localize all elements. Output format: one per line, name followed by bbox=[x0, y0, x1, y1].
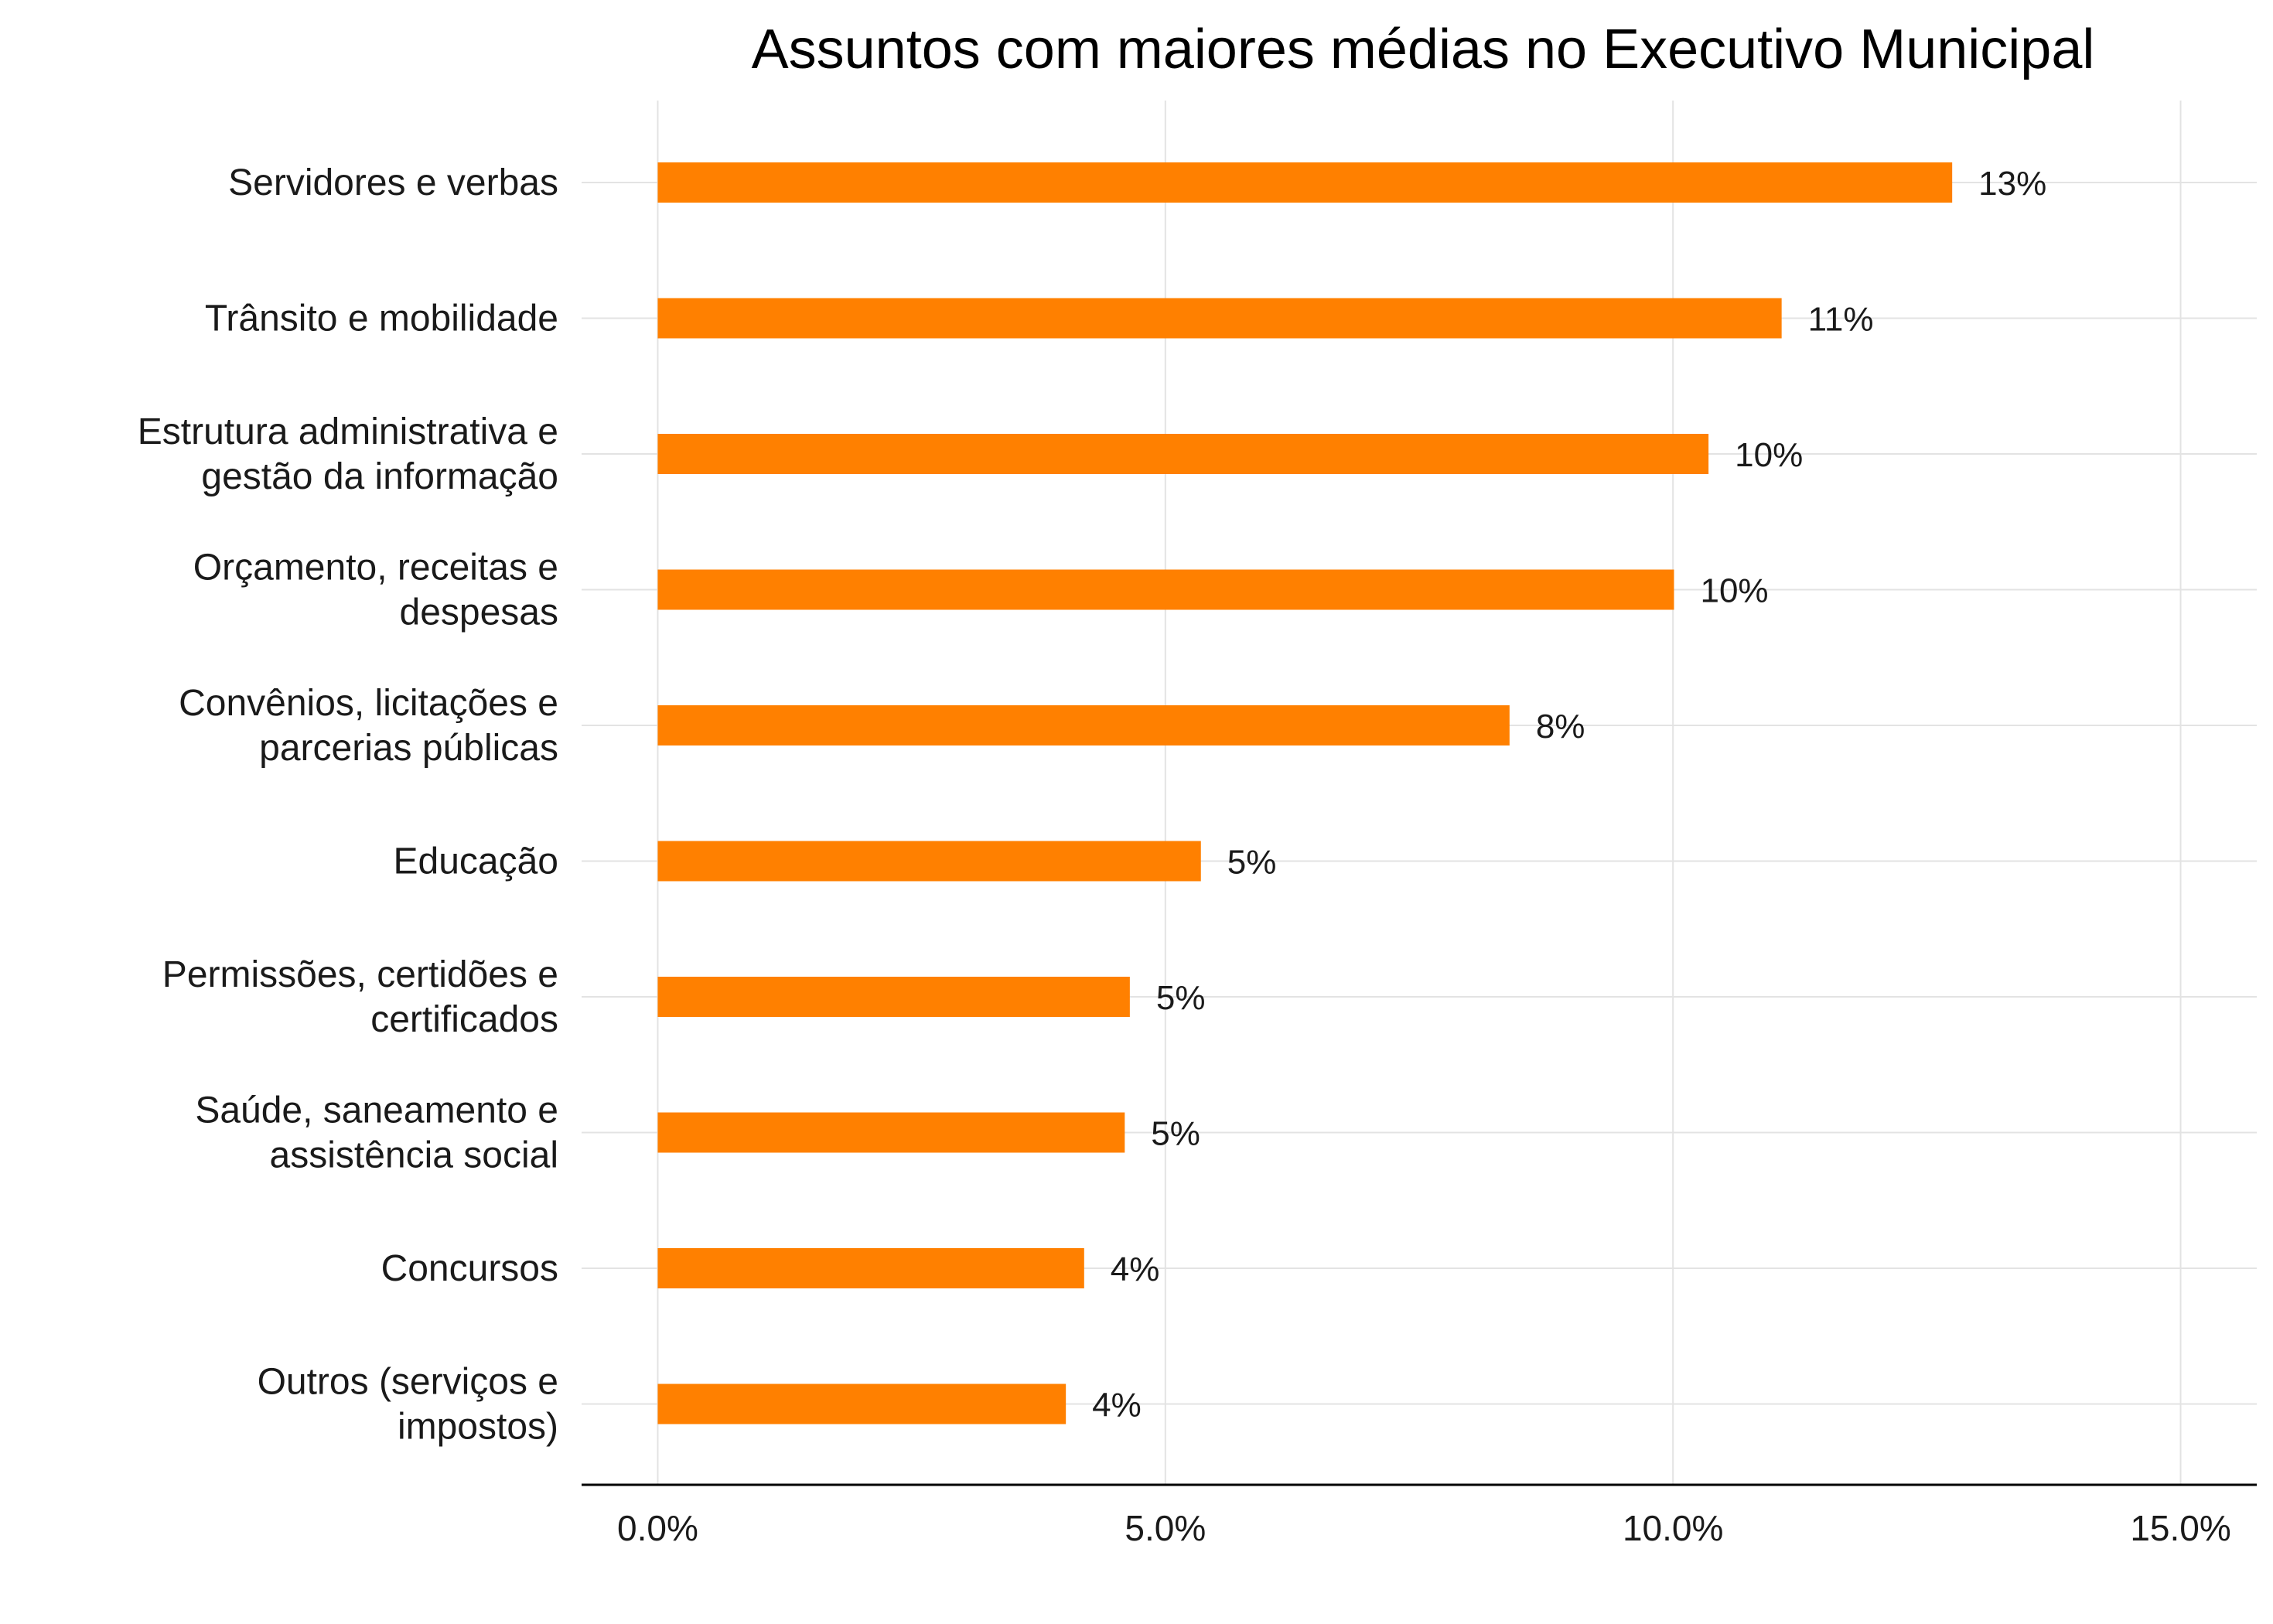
category-label-9-line-0: Outros (serviços e bbox=[258, 1362, 558, 1403]
category-label-1-line-0: Trânsito e mobilidade bbox=[205, 299, 558, 339]
bar-2 bbox=[657, 434, 1708, 474]
bar-0 bbox=[657, 162, 1952, 203]
x-tick-label-3: 15.0% bbox=[2130, 1508, 2230, 1548]
value-label-8: 4% bbox=[1111, 1250, 1160, 1288]
category-label-4: Convênios, licitações e parcerias pública… bbox=[179, 683, 558, 769]
x-tick-label-1: 5.0% bbox=[1125, 1508, 1206, 1548]
category-label-6-line-0: Permissões, certidões e bbox=[162, 954, 558, 995]
category-label-8: Concursos bbox=[381, 1248, 558, 1289]
category-label-7-line-0: Saúde, saneamento e bbox=[195, 1090, 558, 1131]
x-axis: 0.0% 5.0% 10.0% 15.0% bbox=[582, 1485, 2257, 1548]
category-label-2-line-0: Estrutura administrativa e bbox=[138, 411, 558, 452]
category-label-4-line-0: Convênios, licitações e bbox=[179, 683, 558, 724]
bar-7 bbox=[657, 1113, 1125, 1153]
category-label-2: Estrutura administrativa e gestão da info… bbox=[138, 411, 558, 497]
value-label-2: 10% bbox=[1735, 436, 1803, 474]
bar-3 bbox=[657, 570, 1674, 610]
category-label-5-line-0: Educação bbox=[394, 841, 559, 882]
value-label-5: 5% bbox=[1227, 844, 1277, 882]
category-label-5: Educação bbox=[394, 841, 559, 882]
bar-8 bbox=[657, 1248, 1084, 1288]
category-labels: Servidores e verbas Trânsito e mobilidade… bbox=[138, 162, 558, 1448]
category-label-3-line-0: Orçamento, receitas e bbox=[193, 548, 558, 589]
category-label-1: Trânsito e mobilidade bbox=[205, 299, 558, 339]
category-label-6: Permissões, certidões e certificados bbox=[162, 954, 558, 1040]
value-label-9: 4% bbox=[1092, 1387, 1142, 1424]
bar-4 bbox=[657, 705, 1509, 745]
bars bbox=[657, 162, 1952, 1424]
value-label-6: 5% bbox=[1156, 979, 1206, 1017]
bar-9 bbox=[657, 1384, 1066, 1424]
category-label-4-line-1: parcerias públicas bbox=[259, 728, 558, 769]
value-label-1: 11% bbox=[1808, 301, 1874, 339]
category-label-7: Saúde, saneamento e assistência social bbox=[195, 1090, 558, 1176]
category-label-6-line-1: certificados bbox=[370, 999, 558, 1040]
value-labels: 13% 11% 10% 10% 8% 5% 5% 5% 4% 4% bbox=[1092, 165, 2046, 1424]
category-label-2-line-1: gestão da informação bbox=[201, 456, 558, 497]
x-tick-label-2: 10.0% bbox=[1623, 1508, 1723, 1548]
value-label-4: 8% bbox=[1536, 708, 1585, 745]
value-label-7: 5% bbox=[1151, 1115, 1200, 1153]
value-label-0: 13% bbox=[1978, 165, 2046, 203]
category-label-7-line-1: assistência social bbox=[270, 1135, 559, 1176]
x-tick-label-0: 0.0% bbox=[617, 1508, 698, 1548]
category-label-0: Servidores e verbas bbox=[228, 162, 558, 203]
category-label-9: Outros (serviços e impostos) bbox=[258, 1362, 558, 1448]
bar-5 bbox=[657, 841, 1200, 882]
chart-title: Assuntos com maiores médias no Executivo… bbox=[752, 19, 2095, 80]
category-label-9-line-1: impostos) bbox=[398, 1407, 558, 1448]
value-label-3: 10% bbox=[1700, 572, 1768, 610]
category-label-3-line-1: despesas bbox=[400, 592, 558, 633]
category-label-8-line-0: Concursos bbox=[381, 1248, 558, 1289]
category-label-0-line-0: Servidores e verbas bbox=[228, 162, 558, 203]
bar-1 bbox=[657, 299, 1781, 339]
category-label-3: Orçamento, receitas e despesas bbox=[193, 548, 558, 633]
bar-6 bbox=[657, 977, 1129, 1017]
